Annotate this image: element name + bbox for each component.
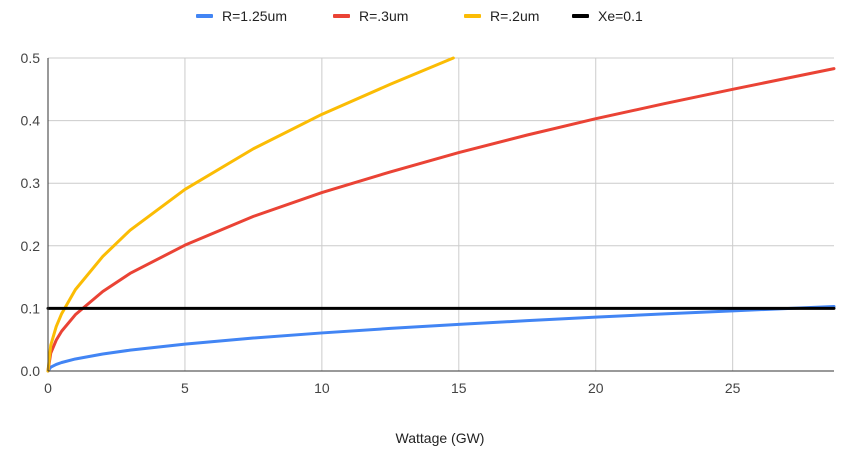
tick-labels: 0 5 10 15 20 25 0.0 0.1 0.2 0.3 0.4 0.5 <box>21 50 741 396</box>
y-tick-label: 0.2 <box>21 238 41 254</box>
series-line-2 <box>46 56 455 373</box>
x-tick-label: 0 <box>44 380 52 396</box>
y-tick-label: 0.3 <box>21 175 41 191</box>
legend-label: Xe=0.1 <box>598 8 643 24</box>
x-axis-title: Wattage (GW) <box>396 430 485 446</box>
legend-label: R=.3um <box>359 8 408 24</box>
series-line-1 <box>46 67 836 373</box>
y-tick-label: 0.4 <box>21 113 41 129</box>
legend-label: R=1.25um <box>222 8 287 24</box>
x-tick-label: 20 <box>588 380 604 396</box>
x-tick-label: 15 <box>451 380 467 396</box>
legend-swatch <box>333 14 350 18</box>
legend-label: R=.2um <box>490 8 539 24</box>
x-tick-label: 10 <box>314 380 330 396</box>
y-tick-label: 0.5 <box>21 50 41 66</box>
x-tick-label: 5 <box>181 380 189 396</box>
legend-swatch <box>464 14 481 18</box>
y-tick-label: 0.1 <box>21 300 41 316</box>
x-tick-label: 25 <box>725 380 741 396</box>
legend-swatch <box>572 14 589 18</box>
series-line-0 <box>46 305 836 373</box>
legend-swatch <box>196 14 213 18</box>
series-lines <box>46 56 836 373</box>
axes <box>47 58 834 372</box>
y-tick-label: 0.0 <box>21 363 41 379</box>
legend: R=1.25um R=.3um R=.2um Xe=0.1 <box>196 8 643 24</box>
